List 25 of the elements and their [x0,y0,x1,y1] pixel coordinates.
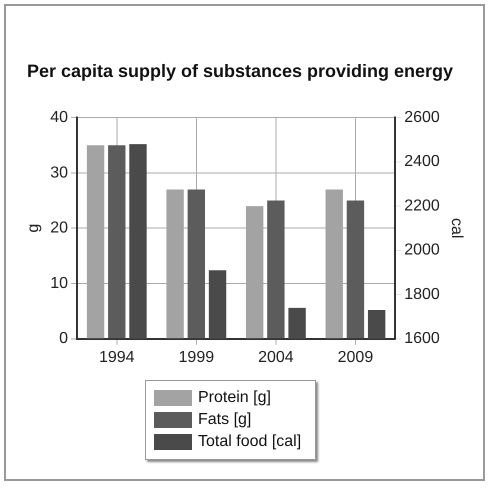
legend-label: Protein [g] [198,389,271,407]
y-tick-label: 10 [50,274,68,292]
chart-title: Per capita supply of substances providing energy [26,60,454,82]
y-tick-label: 20 [50,220,68,237]
y2-axis-title: cal [448,218,465,238]
y2-tick-label: 2400 [404,153,440,170]
x-tick-label: 2004 [258,348,294,366]
bar [188,189,206,338]
y2-tick-label: 2600 [404,109,440,126]
y-tick-label: 40 [50,109,68,126]
bar [346,200,364,338]
bar [108,145,126,338]
x-tick-label: 1999 [178,348,214,366]
y-tick-label: 30 [50,164,68,182]
y2-tick-label: 2000 [404,242,440,259]
legend-label: Total food [cal] [198,433,302,451]
x-tick-label: 2009 [338,348,374,366]
y2-tick-label: 1600 [404,330,440,348]
legend-label: Fats [g] [198,411,252,429]
y2-tick-label: 2200 [404,197,440,214]
y-tick-label: 0 [59,330,68,348]
x-tick-label: 1994 [98,348,135,366]
y-axis-title: g [25,224,42,233]
bar [267,200,285,338]
y2-tick-label: 1800 [404,286,440,303]
